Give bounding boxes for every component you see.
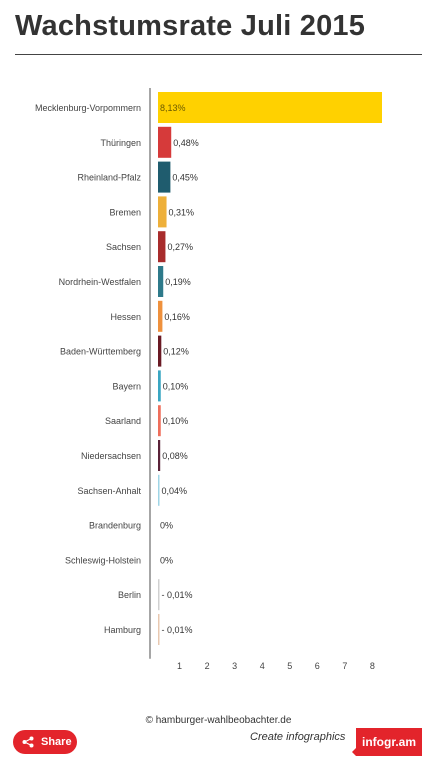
bar-chart: Mecklenburg-Vorpommern 8,13% Thüringen 0,48… — [35, 88, 382, 671]
category-label: Baden-Württemberg — [60, 347, 141, 357]
category-label: Sachsen-Anhalt — [77, 486, 141, 496]
share-icon — [22, 736, 34, 748]
category-label: Thüringen — [100, 138, 141, 148]
data-label: 0,48% — [173, 138, 199, 148]
bar[interactable] — [158, 161, 171, 193]
bar[interactable] — [158, 579, 160, 611]
page-title: Wachstumsrate Juli 2015 — [15, 10, 366, 42]
bar[interactable] — [158, 335, 162, 367]
category-label: Nordrhein-Westfalen — [59, 277, 141, 287]
bar[interactable] — [158, 92, 382, 123]
category-label: Sachsen — [106, 242, 141, 252]
data-label: 0,19% — [165, 277, 191, 287]
category-label: Schleswig-Holstein — [65, 555, 141, 565]
x-tick-label: 7 — [342, 661, 347, 671]
bar[interactable] — [158, 370, 161, 402]
infogram-brand-label: infogr.am — [362, 735, 417, 749]
x-tick-label: 2 — [205, 661, 210, 671]
data-label: - 0,01% — [162, 625, 193, 635]
bar[interactable] — [158, 474, 160, 506]
category-label: Bayern — [112, 381, 141, 391]
category-label: Rheinland-Pfalz — [77, 173, 141, 183]
category-label: Hessen — [110, 312, 141, 322]
title-divider — [15, 54, 422, 55]
bar[interactable] — [158, 231, 166, 263]
category-label: Saarland — [105, 416, 141, 426]
category-label: Berlin — [118, 590, 141, 600]
share-button[interactable]: Share — [13, 730, 77, 754]
x-tick-label: 3 — [232, 661, 237, 671]
data-label: 0% — [160, 521, 173, 531]
source-credit: © hamburger-wahlbeobachter.de — [145, 715, 292, 726]
infogram-badge-shape — [352, 728, 422, 756]
data-label: 0,27% — [167, 242, 193, 252]
data-label: 0,12% — [163, 347, 189, 357]
bar[interactable] — [158, 266, 164, 297]
category-label: Mecklenburg-Vorpommern — [35, 103, 141, 113]
infogram-logo[interactable]: infogr.am — [352, 728, 422, 756]
category-label: Hamburg — [104, 625, 141, 635]
data-label: 0,10% — [163, 416, 189, 426]
bar[interactable] — [158, 196, 167, 228]
x-tick-label: 4 — [260, 661, 265, 671]
bar[interactable] — [158, 440, 161, 471]
data-label: 0,10% — [163, 381, 189, 391]
bar[interactable] — [158, 300, 163, 332]
x-tick-label: 8 — [370, 661, 375, 671]
data-label: 0,45% — [172, 173, 198, 183]
share-label: Share — [41, 736, 72, 748]
data-label: 0,04% — [162, 486, 188, 496]
x-tick-label: 5 — [287, 661, 292, 671]
data-label: 0,08% — [162, 451, 188, 461]
data-label: 0,16% — [164, 312, 190, 322]
x-tick-label: 1 — [177, 661, 182, 671]
create-infographics-link[interactable]: Create infographics — [250, 731, 346, 743]
x-tick-label: 6 — [315, 661, 320, 671]
data-label: 0,31% — [169, 207, 195, 217]
bar[interactable] — [158, 126, 172, 158]
category-label: Brandenburg — [89, 521, 141, 531]
data-label: 8,13% — [160, 103, 186, 113]
data-label: - 0,01% — [162, 590, 193, 600]
bar[interactable] — [158, 614, 160, 645]
category-label: Niedersachsen — [81, 451, 141, 461]
data-label: 0% — [160, 555, 173, 565]
category-label: Bremen — [109, 207, 141, 217]
bar[interactable] — [158, 405, 161, 437]
